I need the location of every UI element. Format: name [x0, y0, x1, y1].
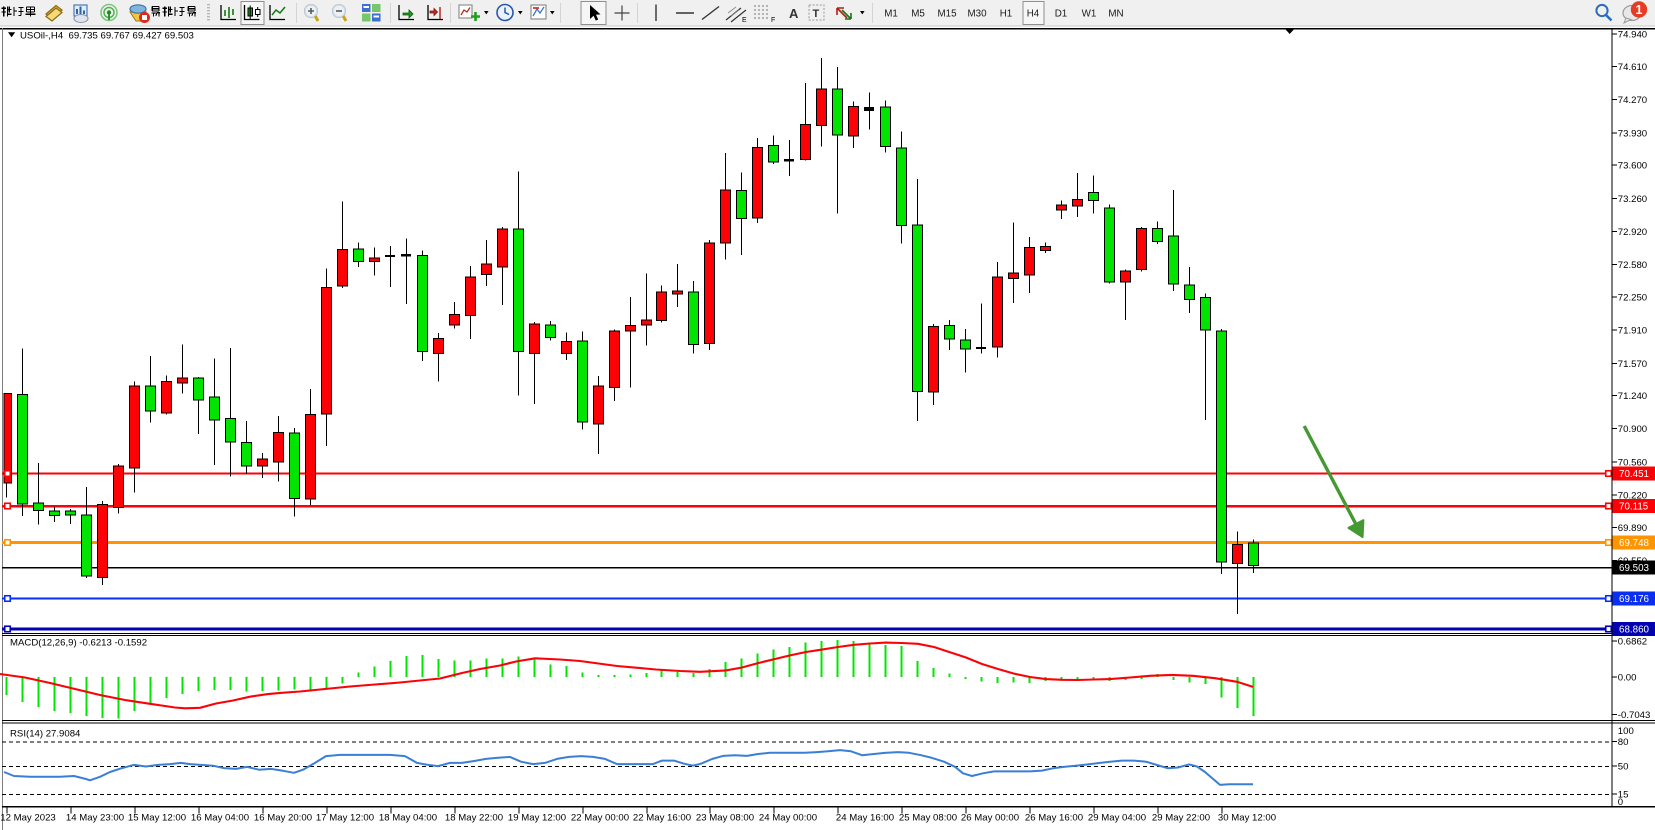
svg-text:24 May 00:00: 24 May 00:00 — [759, 813, 817, 824]
svg-text:T: T — [813, 8, 820, 20]
svg-text:18 May 04:00: 18 May 04:00 — [379, 813, 437, 824]
svg-text:70.115: 70.115 — [1619, 502, 1649, 513]
svg-text:26 May 16:00: 26 May 16:00 — [1025, 813, 1083, 824]
svg-text:70.560: 70.560 — [1618, 457, 1647, 468]
svg-text:29 May 22:00: 29 May 22:00 — [1152, 813, 1210, 824]
svg-text:80: 80 — [1618, 737, 1629, 748]
svg-text:M15: M15 — [937, 9, 957, 20]
svg-text:70.900: 70.900 — [1618, 424, 1647, 435]
svg-text:73.260: 73.260 — [1618, 194, 1647, 205]
svg-text:0: 0 — [1618, 797, 1623, 808]
svg-text:D1: D1 — [1055, 9, 1068, 20]
svg-text:17 May 12:00: 17 May 12:00 — [316, 813, 374, 824]
svg-text:F: F — [771, 17, 775, 24]
svg-text:18 May 22:00: 18 May 22:00 — [445, 813, 503, 824]
svg-text:72.920: 72.920 — [1618, 227, 1647, 238]
svg-text:22 May 16:00: 22 May 16:00 — [633, 813, 691, 824]
svg-text:15 May 12:00: 15 May 12:00 — [128, 813, 186, 824]
svg-text:M1: M1 — [884, 9, 898, 20]
svg-text:0.00: 0.00 — [1618, 673, 1637, 684]
svg-text:74.940: 74.940 — [1618, 30, 1647, 41]
svg-text:A: A — [789, 6, 799, 21]
svg-text:16 May 20:00: 16 May 20:00 — [254, 813, 312, 824]
svg-text:70.451: 70.451 — [1619, 469, 1649, 480]
svg-text:100: 100 — [1618, 726, 1634, 737]
svg-text:30 May 12:00: 30 May 12:00 — [1218, 813, 1276, 824]
svg-text:16 May 04:00: 16 May 04:00 — [191, 813, 249, 824]
svg-text:23 May 08:00: 23 May 08:00 — [696, 813, 754, 824]
svg-text:24 May 16:00: 24 May 16:00 — [836, 813, 894, 824]
svg-text:14 May 23:00: 14 May 23:00 — [66, 813, 124, 824]
svg-text:M30: M30 — [967, 9, 987, 20]
svg-text:25 May 08:00: 25 May 08:00 — [899, 813, 957, 824]
svg-text:71.910: 71.910 — [1618, 326, 1647, 337]
svg-text:69.890: 69.890 — [1618, 523, 1647, 534]
svg-text:12 May 2023: 12 May 2023 — [0, 813, 55, 824]
svg-text:-0.7043: -0.7043 — [1618, 710, 1651, 721]
svg-text:H4: H4 — [1027, 9, 1040, 20]
svg-text:MN: MN — [1108, 9, 1123, 20]
svg-text:E: E — [742, 17, 747, 24]
svg-text:0.6862: 0.6862 — [1618, 637, 1647, 648]
svg-text:74.610: 74.610 — [1618, 62, 1647, 73]
svg-text:68.860: 68.860 — [1619, 625, 1650, 636]
svg-text:W1: W1 — [1082, 9, 1097, 20]
svg-text:H1: H1 — [1000, 9, 1013, 20]
svg-text:29 May 04:00: 29 May 04:00 — [1088, 813, 1146, 824]
svg-text:RSI(14) 27.9084: RSI(14) 27.9084 — [10, 729, 81, 740]
svg-text:69.748: 69.748 — [1619, 538, 1650, 549]
svg-text:MACD(12,26,9) -0.6213 -0.1592: MACD(12,26,9) -0.6213 -0.1592 — [10, 638, 147, 649]
svg-text:M5: M5 — [911, 9, 925, 20]
svg-text:73.930: 73.930 — [1618, 128, 1647, 139]
svg-text:72.250: 72.250 — [1618, 292, 1647, 303]
svg-text:71.240: 71.240 — [1618, 391, 1647, 402]
svg-text:15: 15 — [1618, 790, 1629, 801]
svg-text:22 May 00:00: 22 May 00:00 — [571, 813, 629, 824]
svg-text:26 May 00:00: 26 May 00:00 — [961, 813, 1019, 824]
svg-text:71.570: 71.570 — [1618, 359, 1647, 370]
svg-text:72.580: 72.580 — [1618, 260, 1647, 271]
svg-text:70.220: 70.220 — [1618, 491, 1647, 502]
svg-text:73.600: 73.600 — [1618, 161, 1647, 172]
svg-text:69.176: 69.176 — [1619, 594, 1650, 605]
svg-text:1: 1 — [1636, 3, 1643, 17]
svg-text:USOil-,H4 69.735 69.767 69.42: USOil-,H4 69.735 69.767 69.427 69.503 — [20, 31, 194, 42]
svg-text:19 May 12:00: 19 May 12:00 — [508, 813, 566, 824]
svg-text:74.270: 74.270 — [1618, 95, 1647, 106]
svg-text:69.503: 69.503 — [1619, 563, 1650, 574]
svg-text:50: 50 — [1618, 761, 1629, 772]
